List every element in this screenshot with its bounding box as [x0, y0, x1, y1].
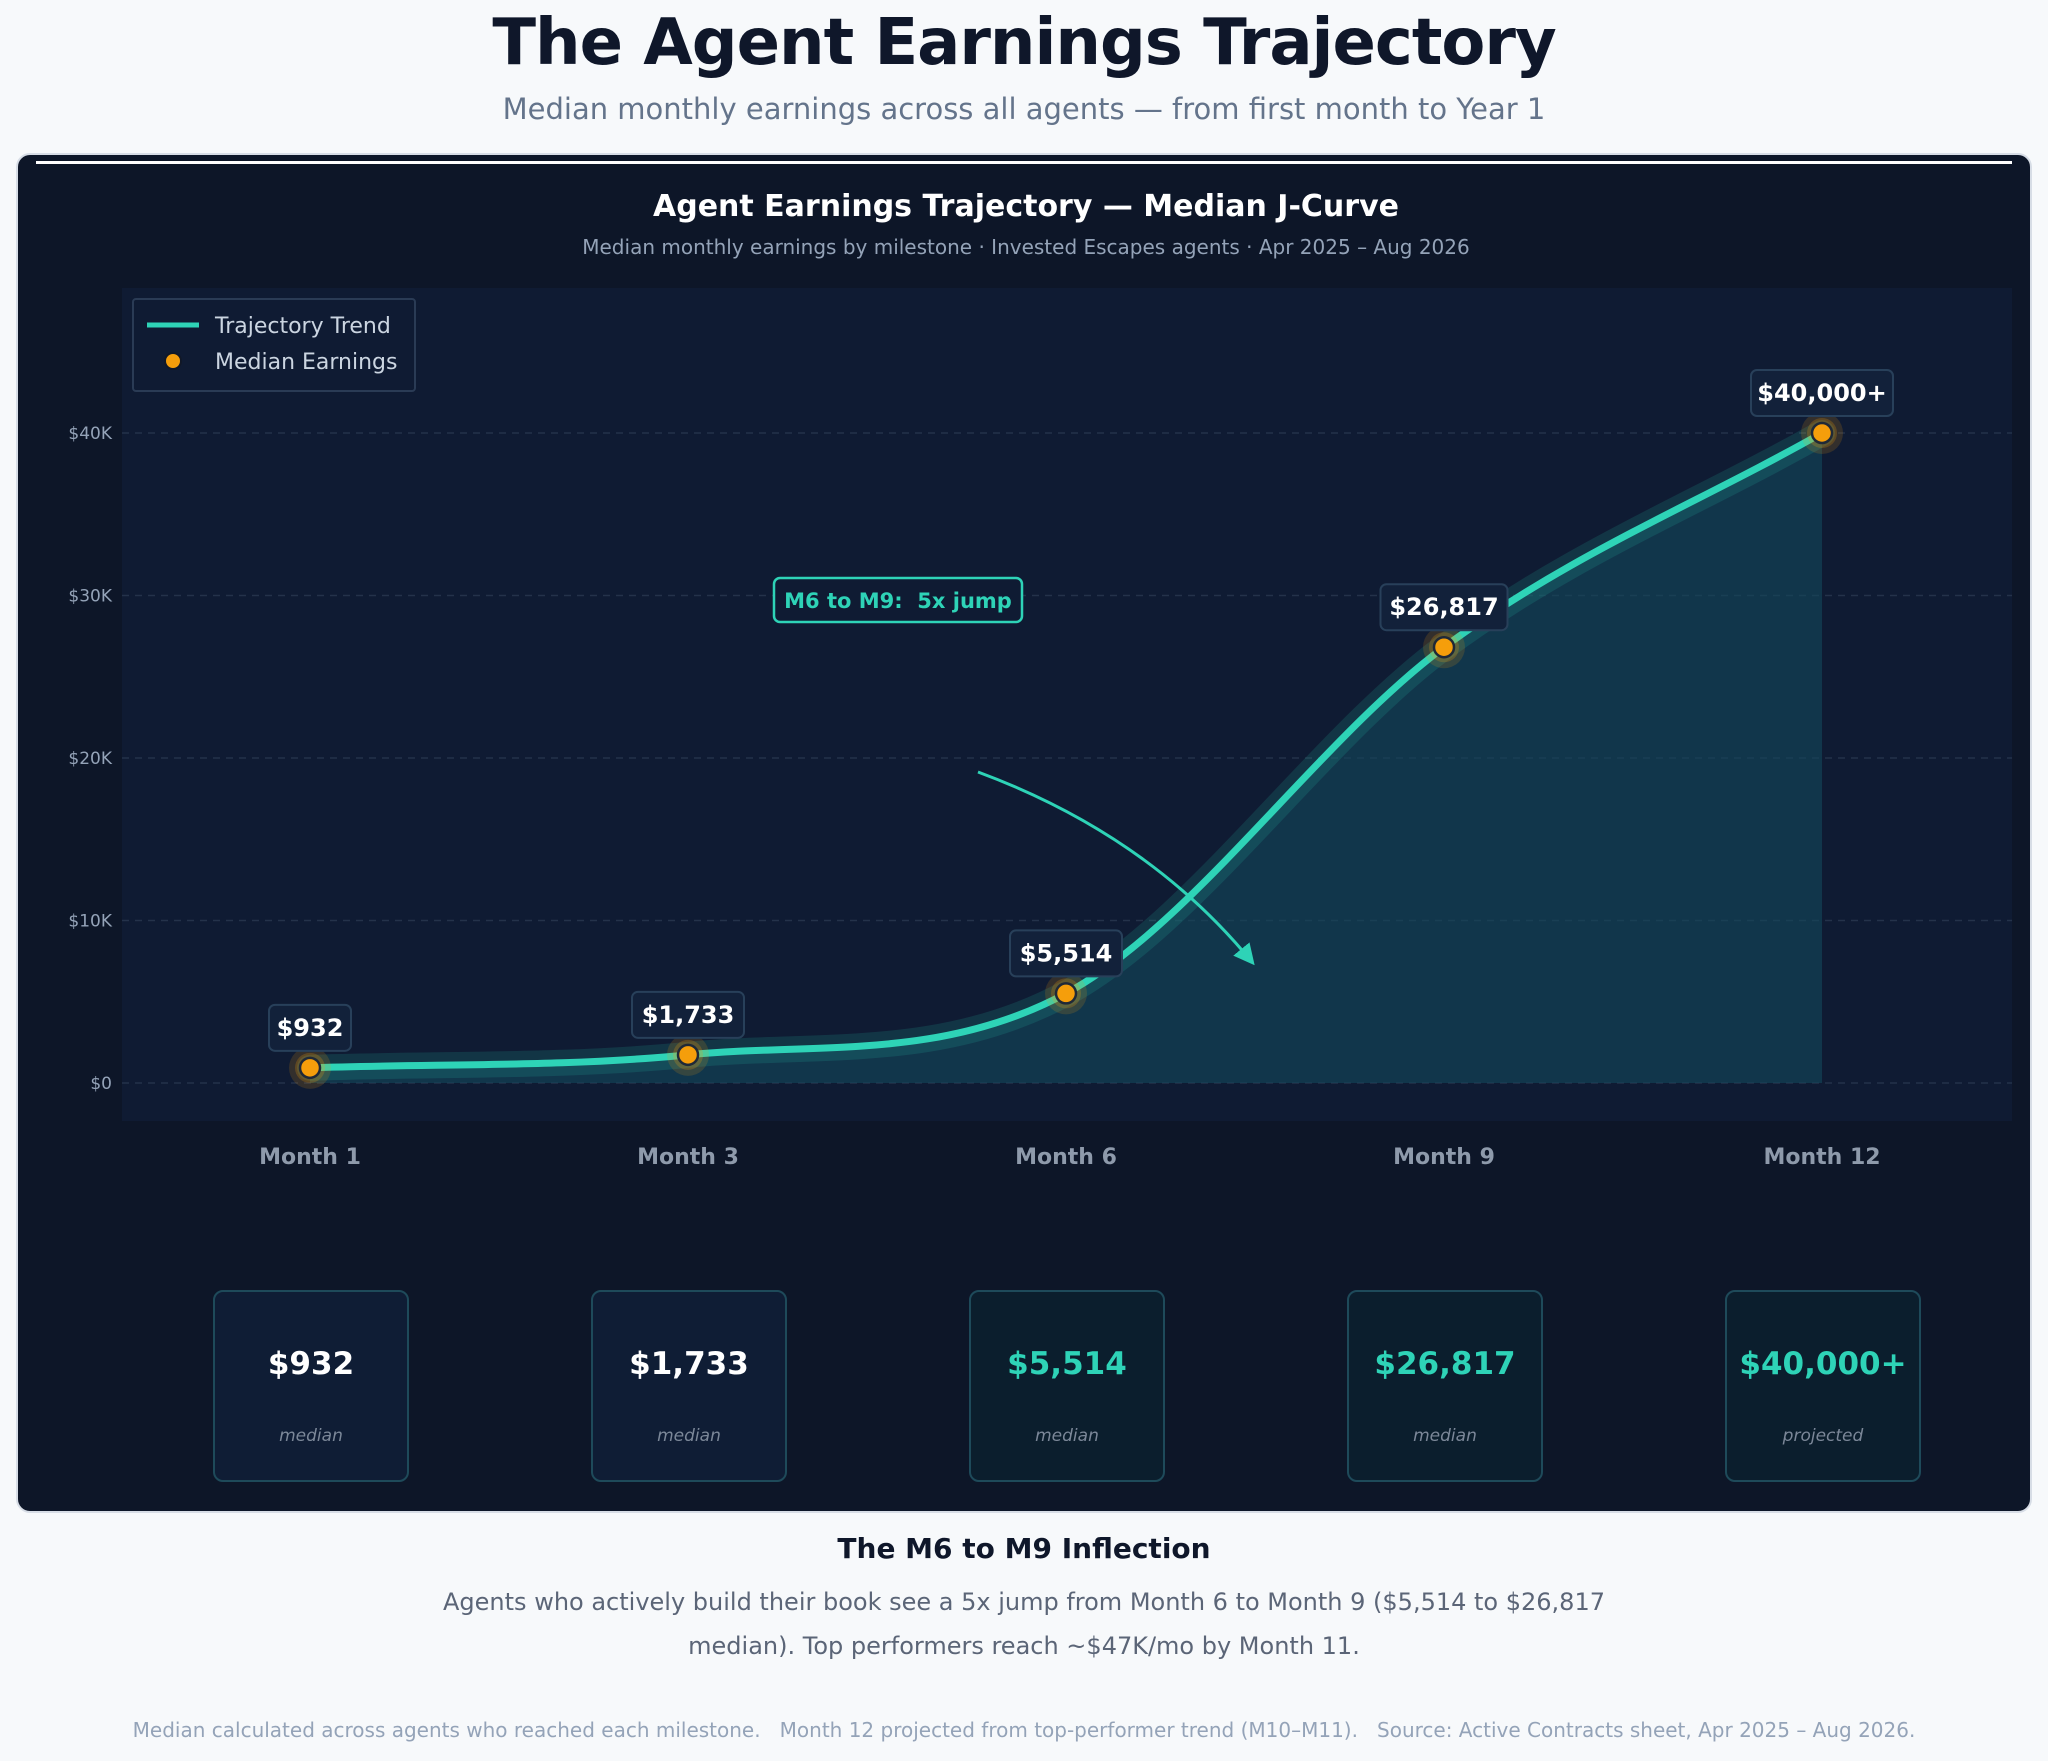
data-point — [1810, 421, 1834, 445]
data-label-box — [1009, 929, 1123, 978]
legend-marker-swatch — [164, 352, 182, 370]
card-note: median — [657, 1426, 721, 1446]
milestone-card: $5,514 median — [969, 1290, 1165, 1482]
data-label-box — [631, 990, 745, 1039]
page-subtitle: Median monthly earnings across all agent… — [502, 92, 1546, 126]
y-tick-label: $20K — [68, 749, 112, 769]
card-value: $1,733 — [629, 1346, 749, 1382]
panel-top-rule — [36, 161, 2012, 164]
x-axis-ticks: Month 1 Month 3 Month 6 Month 9 Month 12 — [259, 1145, 1880, 1170]
card-note: median — [1413, 1426, 1477, 1446]
data-label: $40,000+ — [1757, 379, 1886, 407]
chart-title: Agent Earnings Trajectory — Median J-Cur… — [653, 189, 1399, 224]
annotation: M6 to M9: 5x jump — [772, 576, 1255, 966]
data-point — [676, 1043, 700, 1067]
data-points — [289, 412, 1843, 1089]
x-tick-label: Month 3 — [637, 1145, 739, 1170]
insight-body: Agents who actively build their book see… — [443, 1588, 1605, 1660]
x-tick-label: Month 1 — [259, 1145, 361, 1170]
card-note: median — [279, 1426, 343, 1446]
data-label-box — [268, 1003, 352, 1052]
annotation-text: M6 to M9: 5x jump — [784, 589, 1012, 613]
annotation-arrow — [977, 770, 1255, 966]
data-label-box — [1379, 583, 1509, 632]
card-value: $932 — [267, 1346, 355, 1382]
data-point — [298, 1056, 322, 1080]
data-label-box — [1750, 369, 1894, 417]
card-value: $26,817 — [1374, 1346, 1516, 1382]
area-fill — [310, 433, 1822, 1083]
card-value: $40,000+ — [1739, 1346, 1907, 1382]
data-labels: $932 $1,733 $5,514 $26,817 $40,000+ — [268, 369, 1894, 1052]
x-tick-label: Month 12 — [1763, 1145, 1880, 1170]
trend-line-path — [306, 429, 1826, 1072]
data-label: $1,733 — [642, 1001, 735, 1029]
trend-line — [297, 420, 1835, 1081]
legend-trend-label: Trajectory Trend — [214, 314, 391, 339]
y-tick-label: $30K — [68, 587, 112, 607]
data-point — [1054, 982, 1078, 1005]
x-tick-label: Month 6 — [1015, 1145, 1117, 1170]
milestone-card: $26,817 median — [1347, 1290, 1543, 1482]
y-tick-label: $40K — [68, 424, 112, 444]
data-label: $26,817 — [1389, 593, 1498, 621]
data-point — [1432, 635, 1456, 659]
page-title: The Agent Earnings Trajectory — [492, 6, 1556, 80]
milestone-card: $40,000+ projected — [1725, 1290, 1921, 1482]
chart-subtitle: Median monthly earnings by milestone · I… — [582, 235, 1469, 259]
annotation-box — [772, 576, 1024, 624]
data-label: $932 — [277, 1014, 344, 1042]
card-value: $5,514 — [1007, 1346, 1127, 1382]
chart-panel: Agent Earnings Trajectory — Median J-Cur… — [16, 153, 2032, 1513]
data-label: $5,514 — [1020, 939, 1113, 967]
legend-box — [132, 298, 416, 392]
milestone-cards: $932 median $1,733 median $5,514 median … — [18, 1290, 2030, 1490]
y-axis-ticks: $0 $10K $20K $30K $40K — [68, 424, 112, 1094]
milestone-card: $932 median — [213, 1290, 409, 1482]
y-tick-label: $0 — [90, 1074, 112, 1094]
legend-median-label: Median Earnings — [215, 350, 397, 375]
area-under-curve — [310, 433, 1822, 1083]
insight-title: The M6 to M9 Inflection — [837, 1532, 1211, 1565]
card-note: projected — [1782, 1426, 1864, 1446]
x-tick-label: Month 9 — [1393, 1145, 1495, 1170]
legend: Trajectory Trend Median Earnings — [132, 298, 416, 392]
card-note: median — [1035, 1426, 1099, 1446]
chart-svg: Agent Earnings Trajectory — Median J-Cur… — [68, 189, 2012, 1170]
y-tick-label: $10K — [68, 912, 112, 932]
milestone-card: $1,733 median — [591, 1290, 787, 1482]
footnote: Median calculated across agents who reac… — [132, 1718, 1916, 1742]
